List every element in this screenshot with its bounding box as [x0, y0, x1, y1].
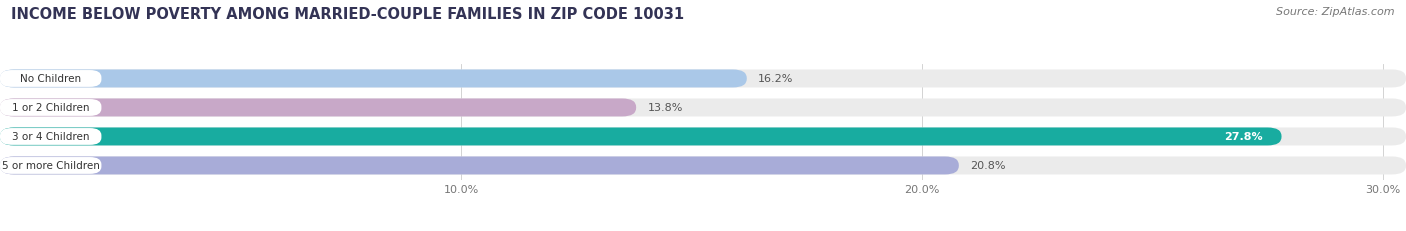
FancyBboxPatch shape: [0, 157, 1406, 175]
FancyBboxPatch shape: [0, 128, 1406, 146]
Text: 5 or more Children: 5 or more Children: [1, 161, 100, 171]
Text: 20.8%: 20.8%: [970, 161, 1005, 171]
FancyBboxPatch shape: [0, 128, 1281, 146]
FancyBboxPatch shape: [0, 99, 1406, 117]
Text: 27.8%: 27.8%: [1225, 132, 1263, 142]
Text: 13.8%: 13.8%: [648, 103, 683, 113]
Text: 3 or 4 Children: 3 or 4 Children: [13, 132, 90, 142]
FancyBboxPatch shape: [0, 100, 101, 116]
FancyBboxPatch shape: [0, 70, 747, 88]
Text: 16.2%: 16.2%: [758, 74, 794, 84]
Text: No Children: No Children: [20, 74, 82, 84]
FancyBboxPatch shape: [0, 157, 959, 175]
Text: INCOME BELOW POVERTY AMONG MARRIED-COUPLE FAMILIES IN ZIP CODE 10031: INCOME BELOW POVERTY AMONG MARRIED-COUPL…: [11, 7, 685, 22]
FancyBboxPatch shape: [0, 70, 1406, 88]
FancyBboxPatch shape: [0, 128, 101, 145]
Text: 1 or 2 Children: 1 or 2 Children: [13, 103, 90, 113]
FancyBboxPatch shape: [0, 99, 636, 117]
Text: Source: ZipAtlas.com: Source: ZipAtlas.com: [1277, 7, 1395, 17]
FancyBboxPatch shape: [0, 157, 101, 174]
FancyBboxPatch shape: [0, 71, 101, 88]
